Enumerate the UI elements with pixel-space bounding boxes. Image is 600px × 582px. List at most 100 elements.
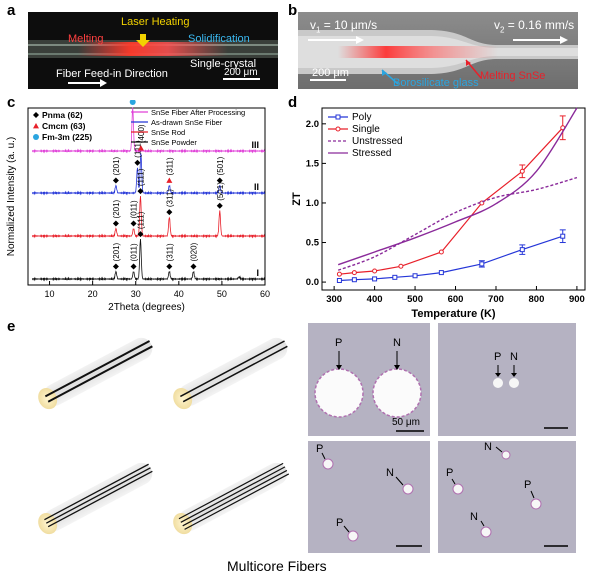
zt-chart: 300 400 500 600 700 800 900 0.0 0.5 1.0 1.5 2.0 Temp… (291, 107, 586, 320)
zt-y-tick-label: 1.5 (306, 158, 320, 169)
xrd-peak-label: (111) (136, 168, 145, 186)
xrd-peak-marker (216, 202, 223, 209)
panel-label-d: d (288, 94, 298, 111)
zt-data-point (351, 270, 357, 276)
xrd-peak-label: (111) (136, 211, 145, 229)
xrd-peak-label: (111) (133, 140, 142, 158)
zt-data-point (351, 277, 357, 283)
xrd-legend-marker (33, 134, 39, 140)
zt-data-point (479, 261, 485, 267)
laser-heating-photo: Laser Heating Melting Solidification Sin… (28, 12, 278, 89)
multicore-fiber-illustration (38, 337, 290, 535)
micrograph-three-core: P N P (308, 441, 430, 553)
zt-data-point (372, 276, 378, 282)
n-label: N (484, 441, 492, 453)
xrd-x-tick-label: 20 (88, 289, 98, 299)
xrd-peak-label: (020) (189, 242, 198, 261)
zt-data-point (519, 247, 525, 253)
preform-illustration (298, 12, 578, 89)
zt-x-tick-label: 600 (448, 294, 464, 305)
fiber-3 (38, 462, 153, 535)
xrd-y-axis-label: Normalized Intensity (a. u.) (6, 137, 17, 257)
fiber-1 (38, 337, 153, 410)
p-label: P (335, 337, 343, 349)
panel-label-a: a (7, 2, 16, 19)
xrd-peak-marker (137, 231, 144, 238)
zt-series-line (339, 127, 564, 275)
xrd-legend-label: SnSe Powder (151, 138, 197, 147)
xrd-peak-marker (216, 177, 223, 184)
xrd-peak-label: (011) (130, 200, 139, 218)
xrd-x-tick-label: 60 (260, 289, 270, 299)
solidification-label: Solidification (188, 33, 250, 45)
xrd-series-roman: II (254, 182, 259, 192)
zt-series-line (337, 107, 578, 266)
zt-y-tick-label: 0.5 (306, 238, 320, 249)
zt-legend-marker (335, 114, 341, 120)
n-label: N (386, 467, 394, 479)
fiber-illustration (28, 34, 278, 87)
fiber-4 (173, 462, 290, 535)
melting-snse-label: Melting SnSe (480, 70, 546, 82)
figure-caption: Multicore Fibers (227, 558, 327, 574)
zt-data-point (392, 274, 398, 280)
zt-x-tick-label: 900 (569, 294, 585, 305)
xrd-peak-label: (201) (112, 242, 121, 261)
xrd-legend-marker-label: Cmcm (63) (42, 121, 86, 131)
zt-x-tick-label: 800 (529, 294, 545, 305)
xrd-peak-marker (130, 263, 137, 270)
xrd-peak-marker (129, 100, 136, 105)
xrd-series-roman: III (251, 140, 259, 150)
v1-label: v1 = 10 μm/s (310, 18, 378, 35)
xrd-legend-marker-label: Pnma (62) (42, 110, 83, 120)
zt-legend-label: Poly (352, 112, 371, 123)
zt-data-point (519, 168, 525, 174)
laser-heating-label: Laser Heating (121, 16, 190, 28)
xrd-plot-frame (27, 107, 266, 286)
p-label: P (494, 351, 502, 363)
scale-label: 50 μm (392, 417, 420, 428)
zt-series-line (339, 235, 563, 282)
n-label: N (470, 511, 478, 523)
zt-data-point (412, 273, 418, 279)
fiber-2 (173, 337, 288, 410)
zt-data-point (372, 268, 378, 274)
zt-data-point (438, 249, 444, 255)
zt-legend-label: Single (352, 124, 380, 135)
micrograph-two-core-small: P N (438, 323, 576, 436)
zt-x-tick-label: 700 (488, 294, 504, 305)
zt-y-tick-label: 1.0 (306, 198, 319, 209)
xrd-peak-label: (501) (216, 182, 225, 201)
xrd-peak-marker (130, 220, 137, 227)
xrd-peak-marker (166, 209, 173, 216)
xrd-legend-label: SnSe Fiber After Processing (151, 108, 245, 117)
xrd-peak-label: (011) (130, 243, 139, 261)
xrd-peak-marker (137, 188, 144, 195)
xrd-x-axis-label: 2Theta (degrees) (108, 302, 185, 313)
melting-label: Melting (68, 33, 104, 45)
single-crystal-label: Single-crystal (190, 58, 257, 70)
zt-x-tick-label: 400 (367, 294, 383, 305)
p-label: P (316, 443, 324, 455)
zt-legend-marker (335, 126, 341, 132)
fiber-draw-photo: v1 = 10 μm/s v2 = 0.16 mm/s 200 μm Boros… (298, 12, 578, 89)
xrd-peak-label: (501) (216, 156, 225, 175)
xrd-peak-label: (311) (165, 157, 174, 175)
scale-label: 200 μm (224, 67, 258, 78)
zt-y-tick-label: 0.0 (306, 277, 319, 288)
micrograph-four-core: N P P N (438, 441, 576, 553)
zt-data-point (398, 263, 404, 269)
xrd-peak-marker (166, 263, 173, 270)
xrd-peak-marker (137, 145, 144, 151)
xrd-series-line (31, 195, 265, 239)
xrd-peak-label: (201) (112, 199, 121, 218)
zt-data-point (336, 278, 342, 284)
xrd-peak-label: (201) (112, 156, 121, 175)
scale-label: 200 μm (312, 67, 349, 79)
feed-direction-label: Fiber Feed-in Direction (56, 68, 168, 80)
xrd-series-roman: I (256, 268, 259, 278)
xrd-peak-label: (311) (165, 243, 174, 261)
panel-label-e: e (7, 318, 16, 335)
xrd-peak-marker (190, 263, 197, 270)
zt-x-tick-label: 300 (326, 294, 342, 305)
